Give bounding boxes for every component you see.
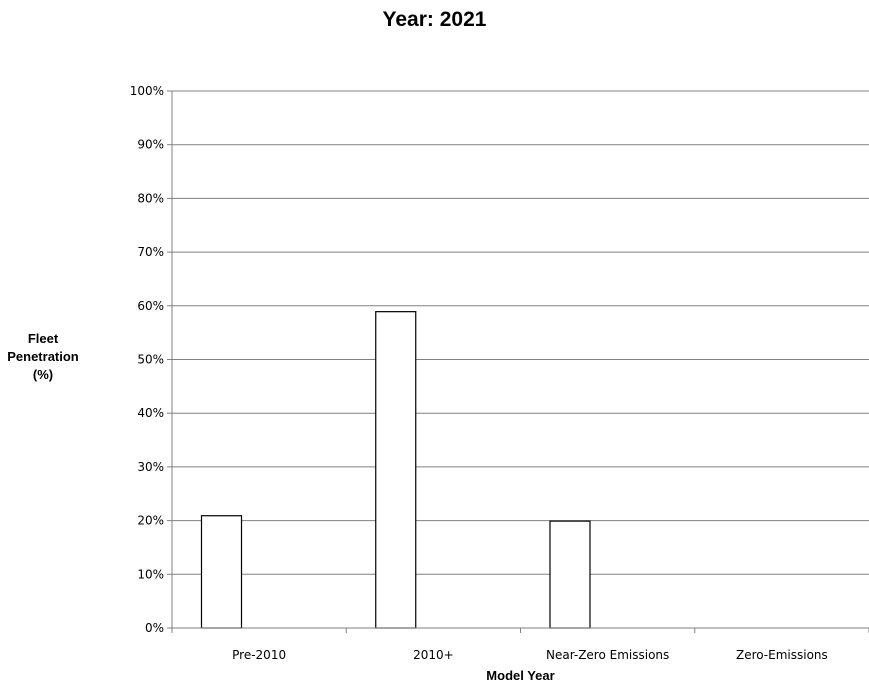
- bar-2010: [375, 311, 417, 629]
- chart-title: Year: 2021: [382, 8, 487, 31]
- y-tick-label: 50%: [137, 353, 164, 367]
- x-tick-label: Pre-2010: [232, 648, 286, 662]
- axes: [167, 90, 869, 633]
- y-axis-title-line-3: (%): [32, 367, 54, 382]
- bars: [200, 311, 591, 629]
- y-tick-labels: 0% 10% 20% 30% 40% 50% 60% 70% 80% 90% 100%: [130, 84, 164, 635]
- y-tick-label: 70%: [137, 245, 164, 259]
- x-tick-label: 2010+: [413, 648, 454, 662]
- bar-near-zero-emissions: [549, 520, 591, 629]
- y-tick-label: 40%: [137, 406, 164, 420]
- y-tick-label: 90%: [137, 138, 164, 152]
- y-tick-label: 0%: [145, 621, 164, 635]
- gridlines: [172, 90, 869, 575]
- y-tick-label: 30%: [137, 460, 164, 474]
- x-tick-label: Near-Zero Emissions: [546, 648, 669, 662]
- x-tick-labels: Pre-2010 2010+ Near-Zero Emissions Zero-Emi…: [232, 648, 828, 662]
- y-tick-label: 80%: [137, 191, 164, 205]
- x-axis-title: Model Year: [486, 668, 555, 683]
- y-tick-label: 10%: [137, 567, 164, 581]
- bar-pre-2010: [200, 515, 243, 629]
- y-tick-label: 100%: [130, 84, 164, 98]
- y-tick-label: 60%: [137, 299, 164, 313]
- y-axis-title-line-1: Fleet: [27, 331, 59, 346]
- y-axis-title-line-2: Penetration: [7, 349, 79, 364]
- y-tick-label: 20%: [137, 514, 164, 528]
- y-axis-title: Fleet Penetration (%): [0, 330, 86, 384]
- x-tick-label: Zero-Emissions: [736, 648, 828, 662]
